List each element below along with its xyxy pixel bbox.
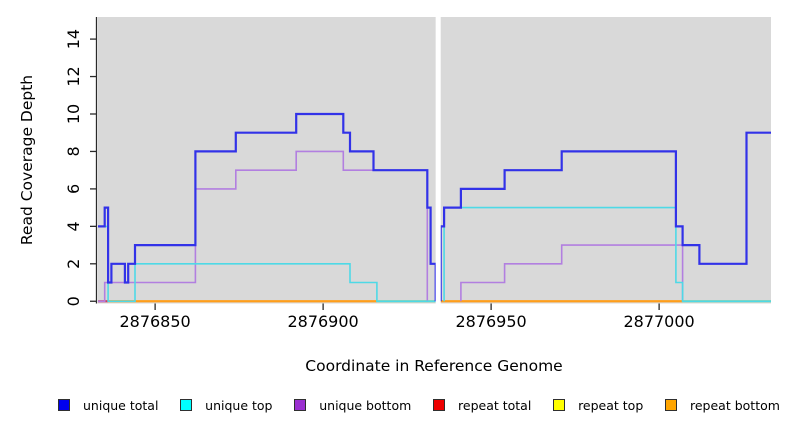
y-tick-label: 14 [64,29,83,49]
legend-swatch-icon [294,399,307,411]
legend-label: unique bottom [319,397,412,413]
legend-item-unique-total: unique total [58,397,158,413]
plot-panel [98,17,771,304]
legend-item-unique-bottom: unique bottom [294,397,411,413]
legend-swatch-icon [665,399,677,411]
legend-swatch-icon [553,399,566,411]
y-tick-label: 12 [64,66,83,86]
legend-label: repeat bottom [690,397,780,413]
x-axis-label: Coordinate in Reference Genome [305,357,563,375]
legend-swatch-icon [433,399,446,411]
legend-swatch-icon [180,399,193,411]
series-unique-total [439,131,771,302]
y-tick-label: 6 [64,184,83,194]
x-tick-label: 2876850 [119,312,190,331]
legend-label: unique top [205,397,273,413]
series-unique-bottom [98,150,429,303]
x-tick-label: 2876950 [455,312,526,331]
legend: unique total unique top unique bottom repea… [0,397,792,413]
y-tick-label: 0 [64,296,83,306]
coverage-gap [435,16,441,305]
legend-item-repeat-top: repeat top [553,397,643,413]
legend-item-repeat-bottom: repeat bottom [665,397,780,413]
legend-label: repeat top [578,397,644,413]
y-tick-label: 4 [64,221,83,231]
legend-item-repeat-total: repeat total [433,397,531,413]
series-unique-bottom [460,244,684,302]
legend-item-unique-top: unique top [180,397,272,413]
y-tick-label: 8 [64,146,83,156]
y-tick-label: 10 [64,104,83,124]
legend-label: unique total [83,397,159,413]
legend-swatch-icon [58,399,70,411]
x-tick-label: 2877000 [623,312,694,331]
legend-label: repeat total [458,397,532,413]
y-axis-label: Read Coverage Depth [18,74,36,246]
series-unique-total [98,112,437,302]
y-tick-label: 2 [64,259,83,269]
x-tick-label: 2876900 [287,312,358,331]
